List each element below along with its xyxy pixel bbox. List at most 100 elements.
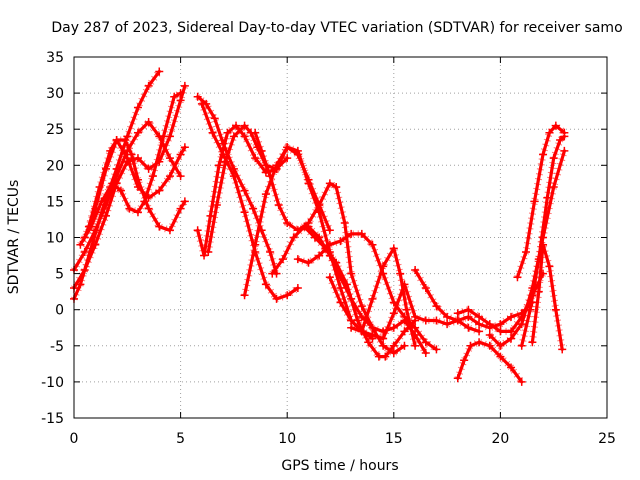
data-point (133, 175, 142, 184)
data-point (368, 330, 377, 339)
data-point (464, 305, 473, 314)
data-point (421, 316, 430, 325)
y-tick-label: 25 (46, 122, 64, 138)
data-point (347, 294, 356, 303)
data-point (274, 201, 283, 210)
y-tick-label: -10 (41, 375, 64, 391)
series-markers (198, 102, 300, 304)
data-point (400, 316, 409, 325)
series-line (87, 138, 187, 232)
data-point (485, 320, 494, 329)
data-point (379, 341, 388, 350)
data-point (266, 247, 275, 256)
series-track-6 (84, 136, 189, 235)
data-point (84, 222, 93, 231)
data-point (155, 222, 164, 231)
data-point (389, 309, 398, 318)
x-tick-label: 10 (278, 431, 296, 447)
data-point (432, 345, 441, 354)
data-point (475, 312, 484, 321)
series-track-23 (517, 132, 569, 350)
data-point (549, 182, 558, 191)
data-point (549, 154, 558, 163)
series-markers (77, 90, 183, 247)
data-point (545, 128, 554, 137)
data-point (240, 208, 249, 217)
series-track-21 (485, 146, 569, 351)
data-point (193, 92, 202, 101)
data-point (261, 280, 270, 289)
data-point (411, 265, 420, 274)
data-point (206, 211, 215, 220)
data-point (340, 219, 349, 228)
y-tick-label: 35 (46, 50, 64, 66)
data-point (210, 114, 219, 123)
data-point (389, 341, 398, 350)
data-point (221, 157, 230, 166)
data-point (400, 280, 409, 289)
data-point (121, 136, 130, 145)
chart-title: Day 287 of 2023, Sidereal Day-to-day VTE… (51, 20, 622, 36)
data-point (112, 172, 121, 181)
data-point (485, 341, 494, 350)
series-line (530, 243, 564, 351)
data-point (278, 255, 287, 264)
data-point (379, 334, 388, 343)
data-point (400, 327, 409, 336)
data-point (127, 150, 136, 159)
series-track-24 (528, 240, 567, 354)
data-point (272, 161, 281, 170)
y-tick-label: 5 (55, 267, 64, 283)
data-point (240, 186, 249, 195)
series-line (456, 340, 524, 384)
data-point (475, 327, 484, 336)
data-point (389, 323, 398, 332)
data-point (517, 320, 526, 329)
data-point (293, 146, 302, 155)
data-point (133, 128, 142, 137)
data-point (496, 352, 505, 361)
data-point (293, 255, 302, 264)
data-point (443, 320, 452, 329)
x-tick-label: 25 (598, 431, 616, 447)
data-point (289, 233, 298, 242)
data-point (421, 349, 430, 358)
data-point (283, 291, 292, 300)
data-point (80, 265, 89, 274)
data-point (496, 320, 505, 329)
data-point (208, 128, 217, 137)
data-point (251, 128, 260, 137)
data-point (176, 96, 185, 105)
data-point (268, 269, 277, 278)
data-point (170, 92, 179, 101)
data-point (76, 240, 85, 249)
data-point (545, 262, 554, 271)
data-point (357, 302, 366, 311)
data-point (421, 338, 430, 347)
data-point (95, 182, 104, 191)
series-line (306, 225, 428, 355)
data-point (144, 117, 153, 126)
y-tick-label: -5 (50, 339, 64, 355)
data-point (193, 226, 202, 235)
data-point (336, 273, 345, 282)
data-point (91, 226, 100, 235)
data-point (464, 323, 473, 332)
data-point (176, 150, 185, 159)
data-point (165, 154, 174, 163)
series-markers (251, 131, 407, 358)
data-point (443, 312, 452, 321)
data-point (543, 193, 552, 202)
data-point (496, 327, 505, 336)
data-point (232, 121, 241, 130)
data-point (381, 352, 390, 361)
data-point (336, 298, 345, 307)
data-point (466, 341, 475, 350)
data-point (80, 233, 89, 242)
data-point (315, 201, 324, 210)
series-line (196, 95, 279, 276)
data-point (283, 143, 292, 152)
data-point (325, 179, 334, 188)
data-point (123, 154, 132, 163)
data-point (368, 240, 377, 249)
